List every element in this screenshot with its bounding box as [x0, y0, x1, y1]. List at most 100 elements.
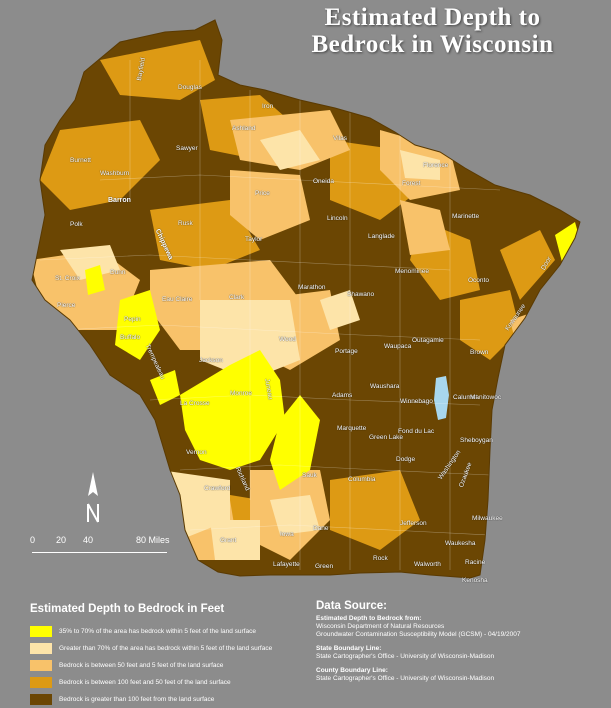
map-title-line1: Estimated Depth to	[324, 4, 541, 31]
county-label: Dunn	[110, 269, 126, 276]
scale-tick-80: 80 Miles	[136, 535, 170, 545]
county-label: Burnett	[70, 157, 91, 164]
legend-item: Bedrock is greater than 100 feet from th…	[30, 691, 310, 708]
county-label: Sauk	[302, 472, 317, 479]
map-title-line2: Bedrock in Wisconsin	[311, 31, 554, 58]
legend-swatch	[30, 643, 52, 654]
county-label: Taylor	[245, 236, 263, 243]
legend-label: Bedrock is greater than 100 feet from th…	[59, 696, 215, 703]
source-line: Wisconsin Department of Natural Resource…	[316, 623, 445, 630]
source-heading: State Boundary Line:	[316, 645, 382, 652]
county-label: Wood	[279, 336, 296, 343]
county-label: Waupaca	[384, 343, 412, 350]
source-line: Groundwater Contamination Susceptibility…	[316, 631, 521, 638]
county-label: Vilas	[333, 135, 347, 142]
county-label: Pepin	[124, 316, 141, 323]
county-label: Adams	[332, 392, 353, 399]
county-label: Monroe	[230, 390, 253, 397]
scale-tick-0: 0	[30, 535, 36, 545]
scale-tick-40: 40	[83, 535, 94, 545]
county-label: Lafayette	[273, 561, 300, 568]
county-label: Washburn	[100, 170, 130, 177]
county-label: Marathon	[298, 284, 326, 291]
county-label: Eau Claire	[162, 296, 193, 303]
county-label: Winnebago	[400, 398, 433, 405]
county-label: Lincoln	[327, 215, 348, 222]
county-label: Waukesha	[445, 540, 476, 547]
legend-swatch	[30, 626, 52, 637]
county-label: Racine	[465, 559, 486, 566]
county-label: Fond du Lac	[398, 428, 435, 435]
county-label: Vernon	[186, 449, 207, 456]
source-block: State Boundary Line: State Cartographer'…	[316, 645, 606, 661]
county-label: Marquette	[337, 425, 367, 432]
source-block: Estimated Depth to Bedrock from: Wiscons…	[316, 615, 606, 639]
county-label: Langlade	[368, 233, 395, 240]
source-line: State Cartographer's Office - University…	[316, 653, 495, 660]
map-title: Estimated Depth to Bedrock in Wisconsin	[260, 4, 605, 58]
county-label: Price	[255, 190, 270, 197]
county-label: Waushara	[370, 383, 400, 390]
county-label: Oconto	[468, 277, 489, 284]
legend-label: Greater than 70% of the area has bedrock…	[59, 645, 273, 652]
county-label: Crawford	[204, 485, 231, 492]
source-block: County Boundary Line: State Cartographer…	[316, 667, 606, 683]
county-label: La Crosse	[180, 400, 210, 407]
county-label: Portage	[335, 348, 358, 355]
data-source-title: Data Source:	[316, 600, 387, 612]
county-label: Rock	[373, 555, 388, 562]
county-label: Forest	[402, 180, 421, 187]
county-label: Sawyer	[176, 145, 198, 152]
county-label: Outagamie	[412, 337, 444, 344]
legend-swatch	[30, 660, 52, 671]
county-label: Green	[315, 563, 334, 570]
zone-35-70pct-shallow	[85, 222, 580, 490]
county-label: Milwaukee	[472, 515, 503, 522]
county-label: Iron	[262, 103, 274, 110]
legend-item: Greater than 70% of the area has bedrock…	[30, 640, 310, 657]
county-label: Brown	[470, 349, 489, 356]
county-label: Calumet	[453, 394, 478, 401]
legend-label: Bedrock is between 50 feet and 5 feet of…	[59, 662, 224, 669]
legend-label: 35% to 70% of the area has bedrock withi…	[59, 628, 256, 635]
legend-label: Bedrock is between 100 feet and 50 feet …	[59, 679, 231, 686]
source-heading: County Boundary Line:	[316, 667, 388, 674]
county-label: Ashland	[232, 125, 256, 132]
county-label: Marinette	[452, 213, 480, 220]
county-boundaries	[39, 60, 501, 570]
data-source: Data Source: Estimated Depth to Bedrock …	[316, 600, 606, 689]
county-label: Rusk	[178, 220, 193, 227]
county-label: Columbia	[348, 476, 376, 483]
north-arrow-icon	[82, 470, 104, 535]
legend-item: Bedrock is between 50 feet and 5 feet of…	[30, 657, 310, 674]
scale-tick-20: 20	[56, 535, 67, 545]
legend-item: Bedrock is between 100 feet and 50 feet …	[30, 674, 310, 691]
county-label: Shawano	[347, 291, 375, 298]
county-label: Sheboygan	[460, 437, 493, 444]
county-label: Oneida	[313, 178, 334, 185]
county-label: Jefferson	[400, 520, 427, 527]
source-line: State Cartographer's Office - University…	[316, 675, 495, 682]
scale-bar-line	[32, 549, 167, 553]
county-label: Dodge	[396, 456, 416, 463]
county-label: Pierce	[57, 302, 76, 309]
county-label: Manitowoc	[470, 394, 502, 401]
county-label: Menominee	[395, 268, 429, 275]
county-label: Douglas	[178, 84, 202, 91]
county-label: Clark	[229, 294, 245, 301]
source-heading: Estimated Depth to Bedrock from:	[316, 615, 422, 622]
county-label: St. Croix	[55, 275, 80, 282]
legend-title: Estimated Depth to Bedrock in Feet	[30, 603, 225, 615]
legend: Estimated Depth to Bedrock in Feet 35% t…	[30, 603, 310, 708]
county-label: Dane	[313, 525, 329, 532]
county-label: Jackson	[199, 357, 223, 364]
county-label: Grant	[220, 537, 237, 544]
legend-swatch	[30, 677, 52, 688]
county-label: Iowa	[280, 531, 294, 538]
lake-winnebago	[434, 376, 449, 420]
legend-item: 35% to 70% of the area has bedrock withi…	[30, 623, 310, 640]
county-label: Barron	[108, 197, 131, 204]
county-label: Buffalo	[120, 334, 141, 341]
county-label: Polk	[70, 221, 83, 228]
county-label: Florence	[423, 162, 449, 169]
